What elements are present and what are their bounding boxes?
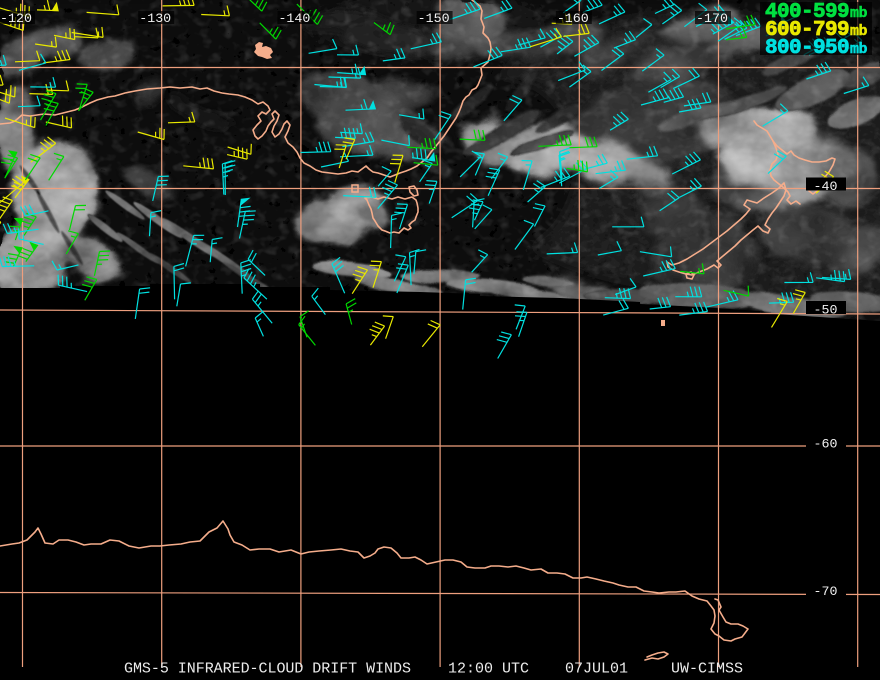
svg-text:GMS-5 INFRARED-CLOUD DRIFT WIN: GMS-5 INFRARED-CLOUD DRIFT WINDS xyxy=(124,661,411,678)
svg-text:12:00 UTC: 12:00 UTC xyxy=(448,661,529,678)
svg-text:-130: -130 xyxy=(139,11,171,26)
svg-text:mb: mb xyxy=(850,41,868,58)
svg-text:-140: -140 xyxy=(278,11,310,26)
svg-text:-40: -40 xyxy=(814,179,838,194)
svg-text:-170: -170 xyxy=(696,11,728,26)
svg-text:-160: -160 xyxy=(557,11,589,26)
svg-text:800-950: 800-950 xyxy=(765,37,849,60)
svg-text:07JUL01: 07JUL01 xyxy=(565,661,628,678)
svg-text:600-799: 600-799 xyxy=(765,19,849,42)
svg-text:mb: mb xyxy=(850,5,868,22)
svg-text:-120: -120 xyxy=(0,11,32,26)
svg-text:mb: mb xyxy=(850,23,868,40)
svg-text:400-599: 400-599 xyxy=(765,1,849,24)
svg-text:-70: -70 xyxy=(814,584,838,599)
svg-text:-150: -150 xyxy=(418,11,450,26)
svg-text:-60: -60 xyxy=(814,437,838,452)
svg-text:-50: -50 xyxy=(814,303,838,318)
svg-text:UW-CIMSS: UW-CIMSS xyxy=(671,661,743,678)
